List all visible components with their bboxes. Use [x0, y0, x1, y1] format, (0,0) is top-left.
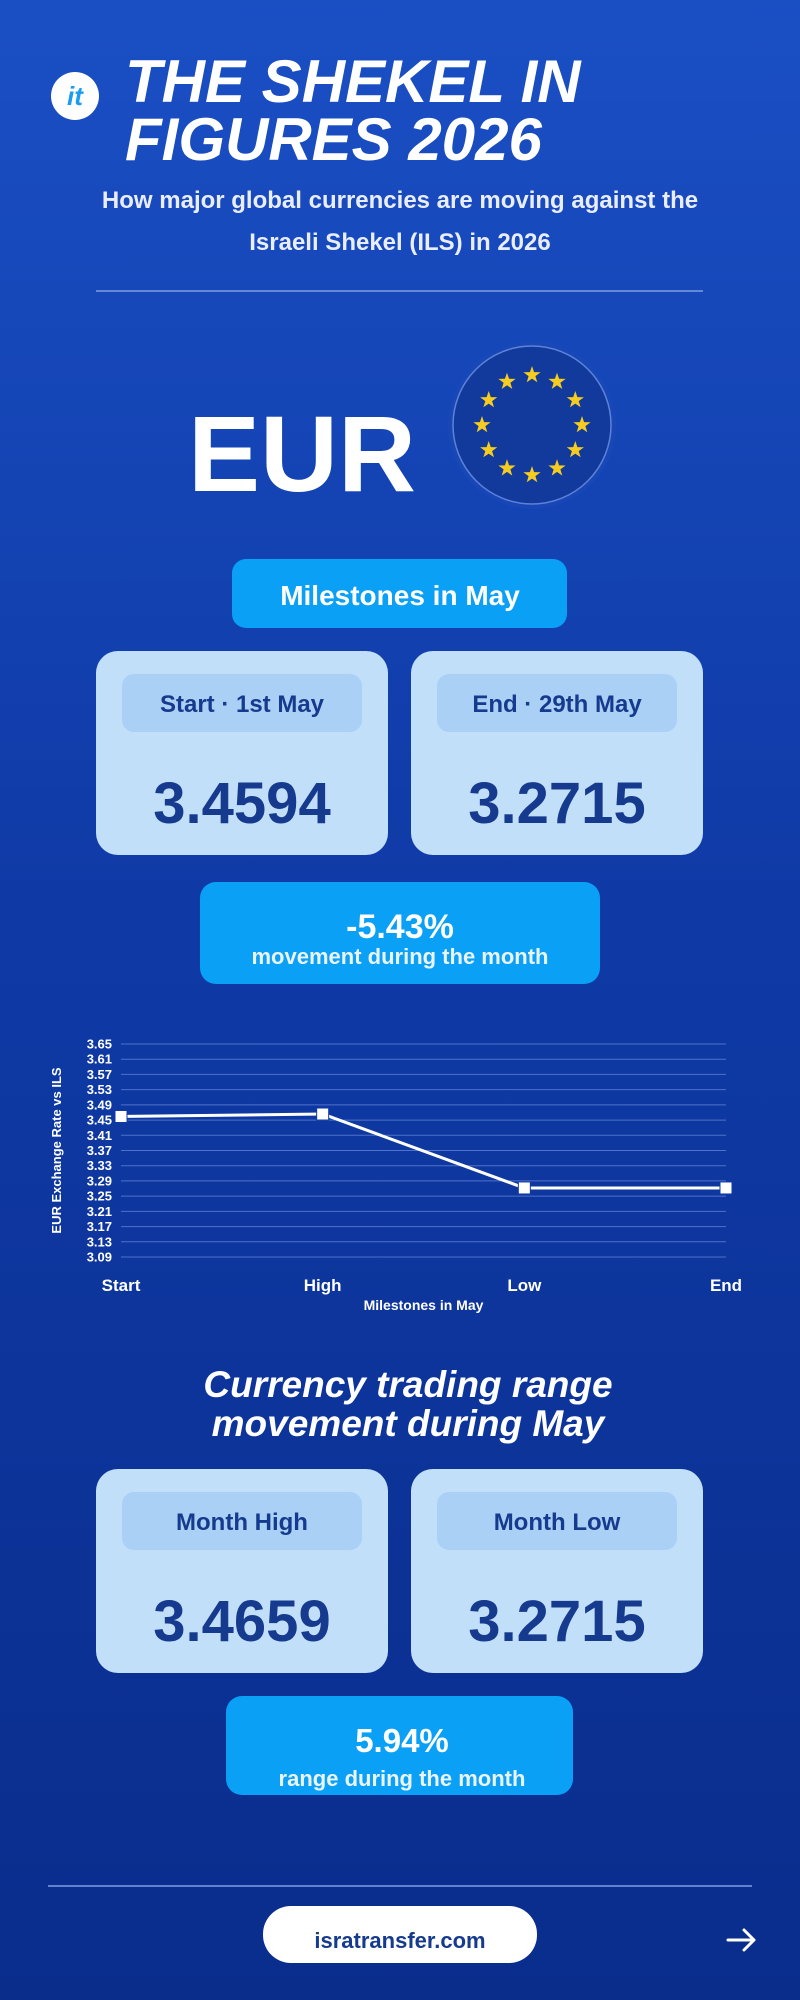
range-title: movement during May	[212, 1403, 607, 1444]
y-tick-label: 3.09	[87, 1250, 112, 1265]
currency-code: EUR	[188, 393, 416, 514]
star	[573, 416, 591, 433]
star	[480, 391, 498, 408]
range-value: 5.94%	[355, 1722, 449, 1759]
title: FIGURES 2026	[125, 106, 542, 173]
y-axis-label: EUR Exchange Rate vs ILS	[49, 1067, 64, 1233]
y-tick-label: 3.25	[87, 1189, 112, 1204]
subtitle: How major global currencies are moving a…	[102, 187, 698, 214]
data-point	[517, 1181, 531, 1195]
y-tick-label: 3.65	[87, 1037, 112, 1052]
range-title: Currency trading range	[203, 1364, 612, 1405]
card-label-box	[437, 1492, 677, 1550]
y-tick-label: 3.37	[87, 1143, 112, 1158]
change-value: -5.43%	[346, 908, 454, 946]
link-text[interactable]: isratransfer.com	[314, 1928, 485, 1953]
eu-flag	[452, 345, 612, 505]
x-axis-label: Milestones in May	[364, 1297, 484, 1313]
y-tick-label: 3.45	[87, 1113, 112, 1128]
y-tick-label: 3.53	[87, 1082, 112, 1097]
card-value: 3.4594	[153, 771, 330, 836]
section-title: Milestones in May	[280, 580, 520, 611]
y-tick-label: 3.17	[87, 1219, 112, 1234]
data-point	[114, 1109, 128, 1123]
arrow-icon[interactable]	[726, 1928, 756, 1952]
star	[523, 466, 541, 483]
logo: it	[67, 81, 84, 111]
y-tick-label: 3.21	[87, 1204, 112, 1219]
data-point	[719, 1181, 733, 1195]
change-pill	[200, 882, 600, 984]
star	[566, 391, 584, 408]
star	[548, 372, 566, 389]
y-tick-label: 3.49	[87, 1097, 112, 1112]
line-chart: 3.093.133.173.213.253.293.333.373.413.45…	[49, 1037, 742, 1314]
star	[498, 372, 516, 389]
card-label-box	[122, 1492, 362, 1550]
data-point	[316, 1107, 330, 1121]
logo-badge	[51, 72, 99, 120]
subtitle: Israeli Shekel (ILS) in 2026	[249, 229, 550, 256]
y-tick-label: 3.29	[87, 1173, 112, 1188]
y-tick-label: 3.57	[87, 1067, 112, 1082]
card-value: 3.2715	[468, 771, 645, 836]
y-tick-label: 3.61	[87, 1052, 112, 1067]
card-label: End · 29th May	[472, 691, 642, 718]
link-button[interactable]	[263, 1906, 537, 1963]
change-label: movement during the month	[252, 944, 549, 969]
change-pill	[226, 1696, 573, 1795]
y-tick-label: 3.41	[87, 1128, 112, 1143]
x-tick-label: End	[710, 1276, 742, 1295]
card-value: 3.4659	[153, 1589, 330, 1654]
x-tick-label: High	[304, 1276, 342, 1295]
card-label: Month Low	[494, 1509, 621, 1536]
title: THE SHEKEL IN	[125, 48, 582, 115]
card-label: Start · 1st May	[160, 691, 325, 718]
y-tick-label: 3.13	[87, 1234, 112, 1249]
star	[548, 459, 566, 476]
range-cards: Month High 3.4659 Month Low 3.2715	[96, 1469, 703, 1673]
data-line	[120, 1112, 726, 1190]
card-label-box	[122, 674, 362, 732]
section-pill	[232, 559, 567, 628]
x-tick-label: Low	[507, 1276, 542, 1295]
star	[480, 441, 498, 458]
star	[566, 441, 584, 458]
card-label: Month High	[176, 1509, 308, 1536]
star	[473, 416, 491, 433]
star	[523, 366, 541, 383]
star	[498, 459, 516, 476]
y-tick-label: 3.33	[87, 1158, 112, 1173]
x-tick-label: Start	[102, 1276, 141, 1295]
range-label: range during the month	[279, 1766, 526, 1791]
card-value: 3.2715	[468, 1589, 645, 1654]
card-label-box	[437, 674, 677, 732]
milestone-cards: Start · 1st May 3.4594 End · 29th May 3.271…	[96, 651, 703, 855]
